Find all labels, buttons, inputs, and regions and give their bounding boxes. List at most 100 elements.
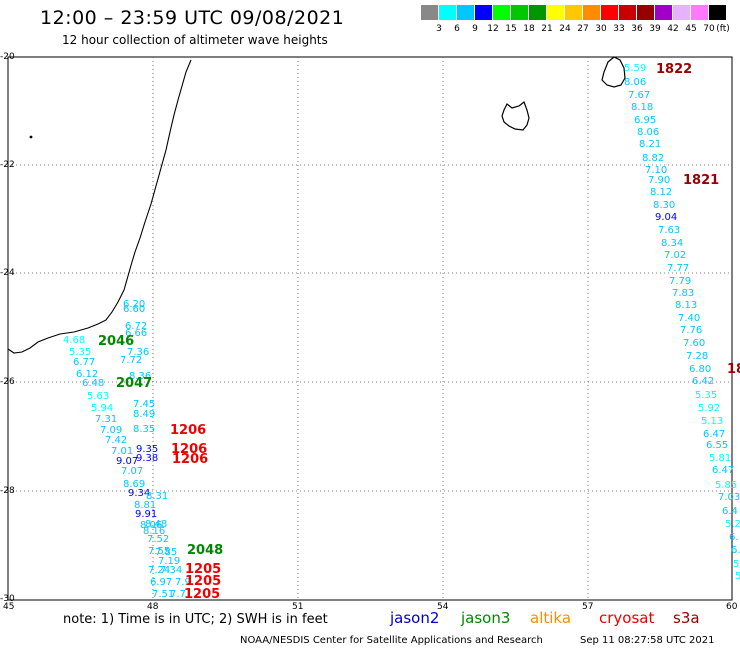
wave-height-label: 7.52 [147, 534, 170, 545]
legend-swatch [439, 5, 456, 20]
wave-height-label: 8.16 [143, 526, 166, 537]
wave-height-label: 7.85 [155, 547, 178, 558]
wave-height-label: 7.19 [158, 556, 181, 567]
wave-height-label: 9.34 [128, 488, 151, 499]
legend-swatch [709, 5, 726, 20]
wave-height-label: 5.35 [695, 390, 718, 401]
wave-height-label: 7.31 [95, 414, 118, 425]
wave-height-label: 7.07 [121, 466, 144, 477]
legend-swatch [475, 5, 492, 20]
lon-label-54: 54 [437, 602, 449, 612]
legend-swatch [421, 5, 438, 20]
legend-swatch [655, 5, 672, 20]
satellite-altika: altika [530, 609, 572, 627]
satellite-jason3: jason3 [461, 609, 511, 627]
wave-height-label: 5.92 [698, 403, 721, 414]
wave-height-label: 6.95 [634, 115, 657, 126]
wave-height-label: 8.34 [661, 238, 684, 249]
wave-height-label: 6.97 [150, 577, 173, 588]
legend-label: 9 [472, 24, 478, 34]
wave-height-label: 7.79 [669, 276, 692, 287]
lon-label-60: 60 [726, 602, 738, 612]
wave-height-label: 6.48 [82, 378, 105, 389]
wave-height-label: 6.60 [123, 304, 146, 315]
legend-label: 45 [685, 24, 697, 34]
wave-height-label: 7.03 [718, 492, 740, 503]
wave-height-label: 6. [731, 545, 740, 556]
legend-swatch [619, 5, 636, 20]
footer-credit: NOAA/NESDIS Center for Satellite Applica… [240, 635, 543, 646]
lat-label-24: -24 [0, 268, 15, 278]
page-title: 12:00 – 23:59 UTC 09/08/2021 [40, 7, 345, 29]
wave-height-label: 7.83 [672, 288, 695, 299]
wave-height-label: 6.42 [692, 376, 715, 387]
legend-label: 18 [523, 24, 535, 34]
satellite-s3a: s3a [673, 609, 700, 627]
wave-height-label: 7.02 [664, 250, 687, 261]
reunion-island [501, 101, 530, 131]
legend-swatch [691, 5, 708, 20]
wave-height-label: 7.72 [120, 355, 143, 366]
pass-time-label: 1206 [172, 452, 209, 467]
wave-height-label: 8.13 [675, 300, 698, 311]
wave-height-label: 6.47 [712, 465, 735, 476]
wave-height-label: 7.60 [683, 338, 706, 349]
wave-height-label: 5.81 [709, 453, 732, 464]
pass-time-label: 1205 [185, 562, 222, 577]
legend-label: 70 [703, 24, 715, 34]
wave-height-label: 8.35 [133, 424, 156, 435]
satellite-jason2: jason2 [390, 609, 440, 627]
lat-label-22: -22 [0, 160, 15, 170]
wave-height-label: 5.13 [701, 416, 724, 427]
wave-height-label: 7.45 [133, 399, 156, 410]
legend-label: 39 [649, 24, 661, 34]
wave-height-label: 7.76 [680, 325, 703, 336]
legend-swatch [565, 5, 582, 20]
wave-height-label: 7.77 [667, 263, 690, 274]
wave-height-label: 6.72 [125, 321, 148, 332]
pass-time-label: 2048 [187, 543, 224, 558]
wave-height-label: 4.68 [63, 335, 86, 346]
wave-height-label: 7.7 [170, 589, 186, 600]
wave-height-label: 7.90 [648, 175, 671, 186]
wave-height-label: 8.82 [642, 153, 665, 164]
legend-label: 3 [436, 24, 442, 34]
wave-height-label: 7.10 [645, 165, 668, 176]
page-subtitle: 12 hour collection of altimeter wave hei… [62, 33, 328, 47]
wave-height-label: 7.28 [686, 351, 709, 362]
mauritius-island [601, 56, 626, 88]
wave-height-label: 7.24 [148, 565, 171, 576]
lon-label-57: 57 [582, 602, 594, 612]
small-island [29, 135, 33, 139]
wave-height-label: 5.2 [725, 519, 740, 530]
wave-height-label: 6.66 [125, 328, 148, 339]
pass-time-label: 18 [727, 362, 740, 377]
wave-height-label: 7.67 [628, 90, 651, 101]
wave-height-label: 9.07 [116, 456, 139, 467]
legend-label: 27 [577, 24, 589, 34]
legend-swatch [529, 5, 546, 20]
wave-height-label: 6.47 [703, 429, 726, 440]
pass-time-label: 1205 [185, 574, 222, 589]
legend-swatch [547, 5, 564, 20]
legend-label: 21 [541, 24, 553, 34]
wave-height-label: 8.06 [637, 127, 660, 138]
wave-height-label: 8.06 [140, 520, 163, 531]
lat-label-26: -26 [0, 377, 15, 387]
legend-swatch [511, 5, 528, 20]
legend-swatch [493, 5, 510, 20]
map-frame [7, 56, 733, 601]
wave-height-label: 8.18 [631, 102, 654, 113]
wave-height-label: 8.30 [653, 200, 676, 211]
wave-height-label: 6.80 [689, 364, 712, 375]
legend-label: 6 [454, 24, 460, 34]
legend-unit: (ft) [716, 24, 730, 34]
legend-swatch [601, 5, 618, 20]
wave-height-label: 8.49 [133, 409, 156, 420]
wave-height-label: 7.51 [152, 589, 175, 600]
pass-time-label: 1822 [656, 62, 693, 77]
pass-time-label: 1821 [683, 173, 720, 188]
lat-label-28: -28 [0, 486, 15, 496]
wave-height-label: 8.48 [145, 519, 168, 530]
